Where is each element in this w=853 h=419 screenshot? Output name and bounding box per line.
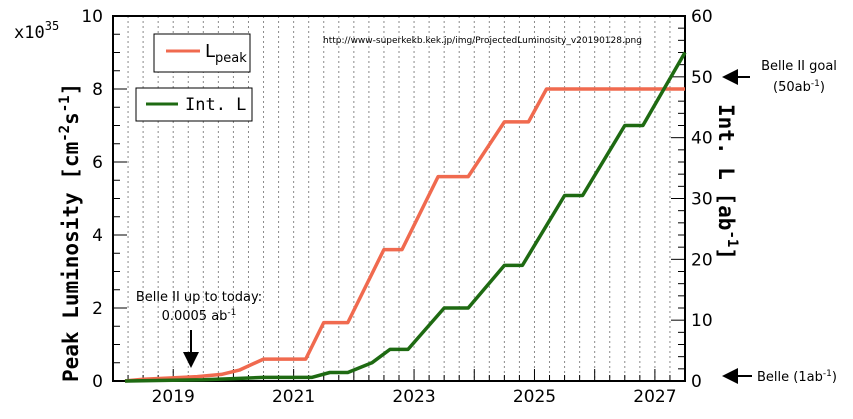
series-lpeak-line [124,87,685,383]
legend-intl: Int. L [135,87,253,122]
x-tick-label: 2025 [513,387,556,407]
y-left-tick-label: 2 [92,299,103,319]
x-tick-label: 2019 [152,387,195,407]
annotation-belle-goal-line2: (50ab-1) [773,79,825,95]
y-right-tick-label: 40 [691,129,713,149]
scale-exponent: 35 [45,19,59,33]
y-right-tick-label: 30 [691,190,713,210]
y-left-tick-label: 6 [92,153,103,173]
legend-lpeak: Lpeak [153,33,251,73]
scale-note: x1035 [14,19,59,43]
y-axis-left-label: Peak Luminosity [cm-2s-1] [57,83,83,382]
annotation-belle-today-line2: 0.0005 ab-1 [162,308,237,324]
axis-ticks [112,15,686,382]
annotation-belle-today-line1: Belle II up to today: [136,290,262,305]
y-left-tick-labels: 0 2 4 6 8 10 [81,7,103,392]
y-right-tick-label: 0 [691,372,702,392]
annotation-belle-goal: Belle II goal (50ab-1) [722,59,837,95]
y-right-tick-label: 10 [691,311,713,331]
y-axis-right-label: Int. L [ab-1] [714,104,740,260]
annotation-belle-label: Belle (1ab-1) [757,369,837,385]
grid-lines [127,16,671,381]
y-right-tick-label: 60 [691,7,713,27]
y-left-tick-label: 8 [92,80,103,100]
y-right-tick-labels: 0 10 20 30 40 50 60 [691,7,713,392]
series-intl-line [124,51,687,383]
source-url: http://www-superkekb.kek.jp/img/Projecte… [323,36,642,46]
x-tick-labels: 2019 2021 2023 2025 2027 [152,387,677,407]
y-left-tick-label: 10 [81,7,103,27]
annotation-belle: Belle (1ab-1) [722,368,837,385]
x-tick-label: 2027 [633,387,676,407]
legend-lpeak-label: Lpeak [205,41,247,66]
annotation-belle-today: Belle II up to today: 0.0005 ab-1 [136,290,262,368]
y-left-tick-label: 4 [92,226,103,246]
y-left-tick-label: 0 [92,372,103,392]
y-right-tick-label: 50 [691,68,713,88]
x-tick-label: 2023 [392,387,435,407]
y-right-tick-label: 20 [691,250,713,270]
series-layer [124,51,687,383]
x-tick-label: 2021 [272,387,315,407]
legend-intl-label: Int. L [185,95,246,115]
annotation-belle-goal-line1: Belle II goal [761,59,837,74]
